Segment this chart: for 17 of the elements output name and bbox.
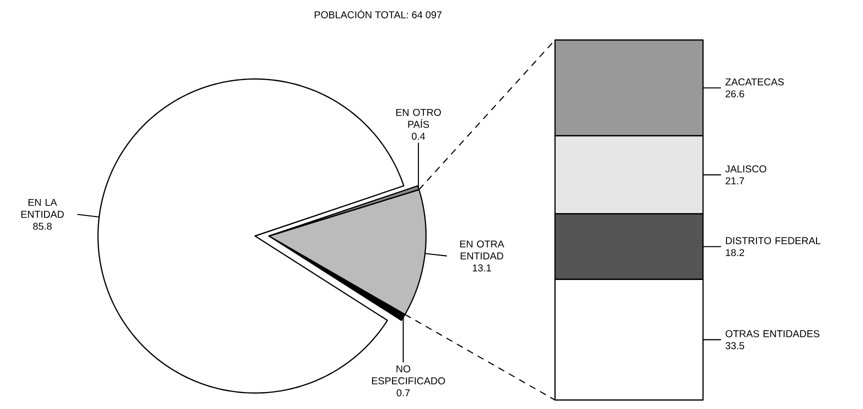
text: JALISCO [725,165,766,172]
data-label: 18.2 [726,249,744,256]
chart-title: POBLACIÓN TOTAL: 64 097 [314,10,442,18]
slice-label: EN LA ENTIDAD [21,198,64,218]
data-label: 0.4 [412,132,426,140]
text: ZACATECAS [725,78,784,86]
text: OTRAS ENTIDADES [726,330,820,338]
legend-label: EN OTRA ENTIDAD [460,240,504,260]
data-label: 21.7 [726,177,744,184]
data-label: 33.5 [726,342,744,350]
data-label: 85.8 [33,222,52,230]
slice-label: EN OTRO PAÍS [396,108,441,128]
text: DISTRITO FEDERAL [726,237,820,244]
data-label: 13.1 [472,264,492,272]
data-label: 26.6 [726,90,744,98]
data-label: 0.7 [396,389,410,396]
slice-label: NO ESPECIFICADO [372,365,445,384]
